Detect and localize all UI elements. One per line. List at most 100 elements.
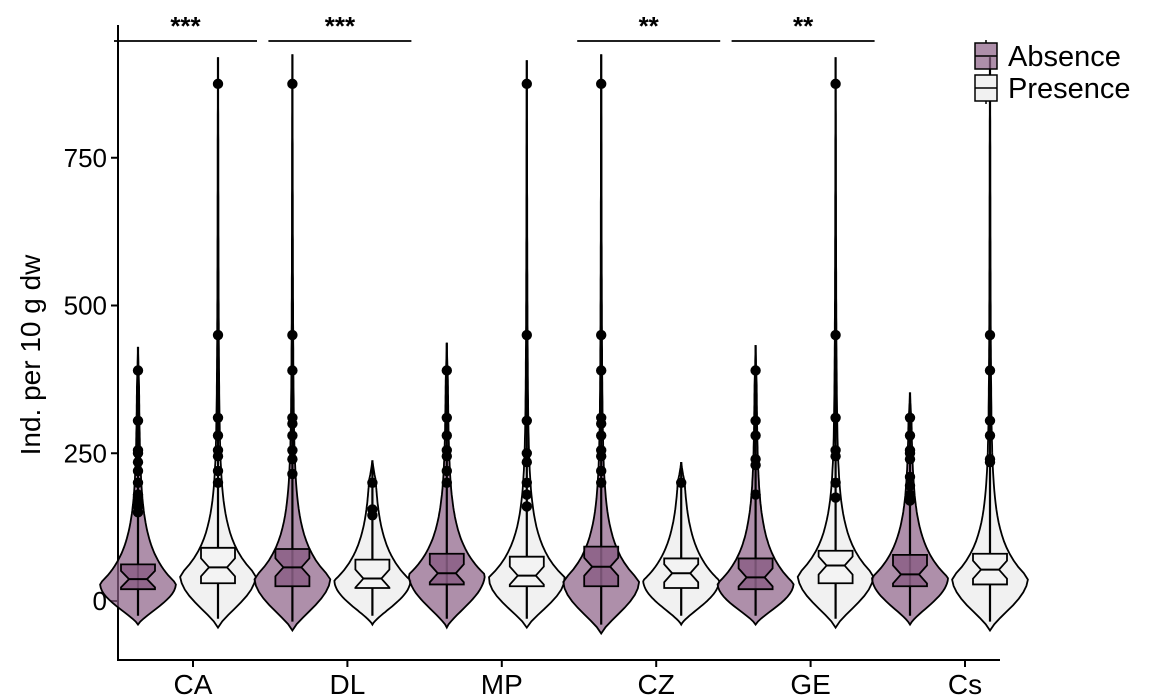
outlier-DL-absence-5 — [287, 412, 298, 423]
outlier-Cs-absence-2 — [904, 480, 916, 491]
outlier-CZ-absence-7 — [596, 365, 607, 376]
outlier-Cs-presence-1 — [984, 453, 996, 465]
y-tick-label-750: 750 — [64, 143, 107, 173]
x-category-label-MP: MP — [481, 669, 523, 700]
x-category-label-CA: CA — [174, 669, 213, 700]
outlier-CA-absence-10 — [132, 365, 144, 376]
violin-group-CA-absence — [99, 346, 177, 627]
outlier-Cs-presence-4 — [984, 365, 996, 376]
outlier-CA-absence-9 — [132, 415, 144, 426]
outlier-DL-absence-2 — [287, 445, 298, 456]
significance-brackets: *** *** ** ** — [114, 11, 875, 42]
outlier-GE-presence-6 — [830, 78, 841, 90]
outlier-GE-absence-5 — [750, 365, 761, 376]
x-category-label-CZ: CZ — [638, 669, 675, 700]
outlier-MP-absence-4 — [441, 430, 452, 441]
violin-group-MP-presence — [488, 60, 566, 630]
outlier-DL-absence-8 — [287, 78, 298, 90]
outlier-CZ-absence-6 — [596, 412, 607, 423]
violin-group-DL-absence — [253, 54, 332, 633]
outlier-DL-presence-2 — [367, 477, 378, 488]
outlier-CA-absence-8 — [132, 445, 144, 456]
outlier-GE-absence-3 — [750, 430, 761, 441]
x-category-label-DL: DL — [330, 669, 366, 700]
outlier-Cs-presence-5 — [984, 329, 996, 341]
outlier-CZ-absence-8 — [596, 329, 607, 341]
outlier-CA-presence-3 — [212, 445, 224, 456]
outlier-GE-absence-4 — [750, 415, 761, 426]
significance-label-GE: ** — [793, 11, 814, 41]
outlier-Cs-presence-2 — [984, 430, 996, 441]
box-GE-presence — [817, 549, 854, 585]
outlier-MP-presence-1 — [521, 489, 532, 500]
x-category-labels: CA DL MP CZ GE Cs — [174, 660, 982, 700]
outlier-GE-presence-5 — [830, 329, 841, 341]
y-tick-label-500: 500 — [64, 291, 107, 321]
box-CA-presence — [200, 546, 236, 585]
outlier-CA-presence-7 — [212, 78, 224, 90]
violin-group-GE-presence — [796, 57, 875, 630]
outlier-MP-absence-5 — [441, 412, 452, 423]
outlier-MP-presence-2 — [521, 477, 532, 488]
outlier-Cs-absence-1 — [904, 489, 916, 500]
outlier-DL-absence-7 — [287, 329, 298, 341]
box-MP-presence — [508, 555, 545, 588]
outlier-CZ-absence-3 — [596, 445, 607, 456]
axes — [117, 25, 1000, 661]
violin-group-Cs-presence — [951, 57, 1029, 633]
violin-group-DL-presence — [333, 460, 412, 627]
outlier-CZ-presence-0 — [676, 477, 687, 488]
legend: Absence Presence — [974, 40, 1131, 105]
outlier-CZ-absence-1 — [596, 465, 607, 477]
x-category-label-GE: GE — [790, 669, 830, 700]
outlier-CA-absence-4 — [132, 477, 144, 488]
violin-group-CZ-presence — [642, 462, 721, 627]
outlier-Cs-absence-3 — [904, 471, 916, 483]
violin-group-Cs-absence — [871, 392, 949, 627]
outlier-DL-absence-1 — [287, 453, 298, 465]
box-MP-absence — [428, 552, 465, 586]
outlier-CA-presence-1 — [212, 465, 224, 477]
outlier-CA-presence-4 — [212, 430, 224, 441]
y-tick-label-250: 250 — [64, 438, 107, 468]
violin-group-MP-absence — [407, 342, 486, 630]
outlier-MP-absence-0 — [441, 477, 452, 488]
outlier-GE-presence-4 — [830, 412, 841, 423]
violin-group-GE-absence — [716, 345, 795, 627]
outlier-DL-presence-1 — [367, 504, 378, 515]
plot-area — [99, 54, 1029, 636]
violin-group-CA-presence — [179, 57, 257, 630]
legend-label-absence: Absence — [1008, 41, 1121, 73]
x-category-label-Cs: Cs — [948, 669, 982, 700]
outlier-CA-presence-0 — [212, 477, 224, 488]
outlier-MP-absence-3 — [441, 445, 452, 456]
outlier-CZ-absence-9 — [596, 78, 607, 90]
violin-group-CZ-absence — [562, 54, 641, 636]
outlier-GE-presence-3 — [830, 445, 841, 456]
box-CA-absence — [120, 563, 156, 591]
outlier-CA-absence-3 — [132, 489, 144, 500]
outlier-MP-presence-7 — [521, 78, 532, 90]
outlier-MP-presence-6 — [521, 329, 532, 341]
outlier-CZ-absence-0 — [596, 477, 607, 488]
y-axis-title: Ind. per 10 g dw — [15, 254, 46, 456]
legend-item-absence: Absence — [974, 40, 1121, 73]
outlier-CZ-absence-4 — [596, 430, 607, 441]
outlier-Cs-presence-3 — [984, 415, 996, 426]
outlier-MP-presence-3 — [521, 456, 532, 468]
outlier-MP-absence-6 — [441, 365, 452, 376]
legend-item-presence: Presence — [974, 73, 1131, 105]
legend-label-presence: Presence — [1008, 73, 1131, 105]
outlier-CA-absence-6 — [132, 456, 144, 468]
outlier-Cs-absence-7 — [904, 430, 916, 441]
outlier-DL-absence-3 — [287, 430, 298, 441]
significance-label-CZ: ** — [639, 11, 660, 41]
outlier-MP-presence-0 — [521, 501, 532, 512]
outlier-DL-absence-0 — [287, 468, 298, 480]
outlier-DL-absence-6 — [287, 365, 298, 376]
box-DL-presence — [354, 558, 391, 589]
outlier-GE-absence-0 — [750, 489, 761, 500]
outlier-GE-absence-2 — [750, 453, 761, 465]
